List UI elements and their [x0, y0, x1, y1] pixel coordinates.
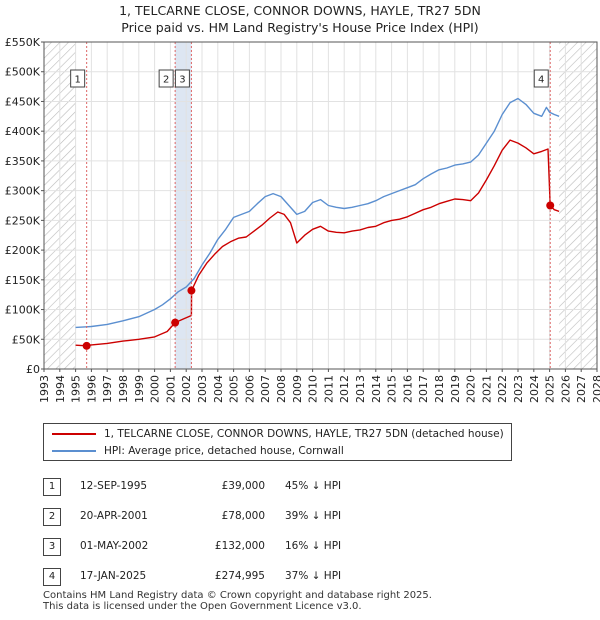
table-hpi-diff: 45% ↓ HPI	[285, 480, 342, 492]
sale-point	[171, 318, 180, 327]
table-row: 3 01-MAY-2002 £132,000 16% ↓ HPI	[0, 538, 600, 558]
table-date: 17-JAN-2025	[80, 570, 147, 582]
chart-title: 1, TELCARNE CLOSE, CONNOR DOWNS, HAYLE, …	[0, 2, 600, 36]
y-tick-label: £500K	[5, 66, 41, 79]
y-tick-label: £100K	[5, 304, 41, 317]
table-date: 01-MAY-2002	[80, 540, 149, 552]
y-tick-label: £550K	[5, 36, 41, 49]
x-tick-label: 2001	[164, 375, 177, 403]
x-tick-label: 1993	[38, 375, 51, 403]
sale-point	[82, 341, 91, 350]
legend-swatch-price-paid	[52, 433, 96, 435]
x-tick-label: 2017	[417, 375, 430, 403]
y-tick-label: £300K	[5, 185, 41, 198]
x-tick-label: 1999	[133, 375, 146, 403]
x-tick-label: 2023	[512, 375, 525, 403]
y-tick-label: £450K	[5, 95, 41, 108]
x-tick-label: 2010	[307, 375, 320, 403]
table-row: 1 12-SEP-1995 £39,000 45% ↓ HPI	[0, 478, 600, 498]
x-tick-label: 1994	[54, 375, 67, 403]
sale-label-box	[533, 69, 549, 88]
x-tick-label: 2027	[575, 375, 588, 403]
x-tick-label: 2002	[180, 375, 193, 403]
table-price: £78,000	[221, 510, 265, 522]
plot-frame	[43, 41, 598, 370]
sale-label-box	[158, 69, 174, 88]
y-tick-label: £0	[26, 363, 40, 376]
table-row: 4 17-JAN-2025 £274,995 37% ↓ HPI	[0, 568, 600, 588]
x-tick-label: 2016	[401, 375, 414, 403]
x-tick-label: 2025	[544, 375, 557, 403]
x-tick-label: 2014	[370, 375, 383, 403]
x-tick-label: 2003	[196, 375, 209, 403]
table-price: £274,995	[214, 570, 265, 582]
x-tick-label: 2019	[449, 375, 462, 403]
chart-title-line1: 1, TELCARNE CLOSE, CONNOR DOWNS, HAYLE, …	[119, 3, 481, 18]
x-tick-label: 2026	[559, 375, 572, 403]
chart-title-line2: Price paid vs. HM Land Registry's House …	[121, 20, 479, 35]
legend-item-price-paid: 1, TELCARNE CLOSE, CONNOR DOWNS, HAYLE, …	[52, 426, 504, 442]
x-tick-label: 1997	[101, 375, 114, 403]
x-tick-label: 2006	[243, 375, 256, 403]
table-date: 12-SEP-1995	[80, 480, 148, 492]
table-price: £39,000	[221, 480, 265, 492]
table-hpi-diff: 37% ↓ HPI	[285, 570, 342, 582]
y-tick-label: £50K	[12, 333, 41, 346]
y-tick-label: £250K	[5, 214, 41, 227]
table-row: 2 20-APR-2001 £78,000 39% ↓ HPI	[0, 508, 600, 528]
sale-label: 1	[74, 75, 80, 86]
no-data-region-right	[559, 42, 597, 369]
table-date: 20-APR-2001	[80, 510, 148, 522]
x-tick-label: 2007	[259, 375, 272, 403]
y-tick-label: £350K	[5, 155, 41, 168]
sale-point	[546, 201, 555, 210]
x-tick-label: 1998	[117, 375, 130, 403]
y-tick-label: £400K	[5, 125, 41, 138]
x-tick-label: 2015	[386, 375, 399, 403]
sale-label-box	[174, 69, 190, 88]
table-marker-badge: 1	[43, 478, 61, 496]
sale-label-box	[70, 69, 86, 88]
table-price: £132,000	[214, 540, 265, 552]
sale-label: 3	[179, 75, 185, 86]
legend-swatch-hpi	[52, 450, 96, 452]
hpi-line	[75, 97, 560, 329]
table-hpi-diff: 39% ↓ HPI	[285, 510, 342, 522]
attribution-line1: Contains HM Land Registry data © Crown c…	[43, 590, 432, 601]
shaded-period	[175, 42, 192, 369]
x-tick-label: 2018	[433, 375, 446, 403]
sale-label: 2	[163, 75, 169, 86]
table-marker-badge: 2	[43, 508, 61, 526]
y-tick-label: £200K	[5, 244, 41, 257]
legend: 1, TELCARNE CLOSE, CONNOR DOWNS, HAYLE, …	[43, 423, 512, 461]
x-tick-label: 2011	[322, 375, 335, 403]
x-tick-label: 2012	[338, 375, 351, 403]
sale-point	[187, 286, 196, 295]
x-tick-label: 2013	[354, 375, 367, 403]
x-tick-label: 2005	[228, 375, 241, 403]
sale-label: 4	[538, 75, 544, 86]
y-tick-label: £150K	[5, 274, 41, 287]
x-tick-label: 2028	[591, 375, 600, 403]
legend-label-hpi: HPI: Average price, detached house, Corn…	[104, 445, 344, 457]
x-tick-label: 2008	[275, 375, 288, 403]
x-tick-label: 2004	[212, 375, 225, 403]
x-tick-label: 1996	[85, 375, 98, 403]
legend-label-price-paid: 1, TELCARNE CLOSE, CONNOR DOWNS, HAYLE, …	[104, 428, 504, 440]
x-tick-label: 2024	[528, 375, 541, 403]
x-tick-label: 2020	[465, 375, 478, 403]
table-hpi-diff: 16% ↓ HPI	[285, 540, 342, 552]
x-tick-label: 2021	[480, 375, 493, 403]
x-tick-label: 2000	[149, 375, 162, 403]
legend-item-hpi: HPI: Average price, detached house, Corn…	[52, 443, 344, 459]
table-marker-badge: 4	[43, 568, 61, 586]
attribution-line2: This data is licensed under the Open Gov…	[43, 601, 362, 612]
attribution: Contains HM Land Registry data © Crown c…	[43, 590, 432, 612]
x-tick-label: 2009	[291, 375, 304, 403]
x-tick-label: 1995	[70, 375, 83, 403]
table-marker-badge: 3	[43, 538, 61, 556]
x-tick-label: 2022	[496, 375, 509, 403]
